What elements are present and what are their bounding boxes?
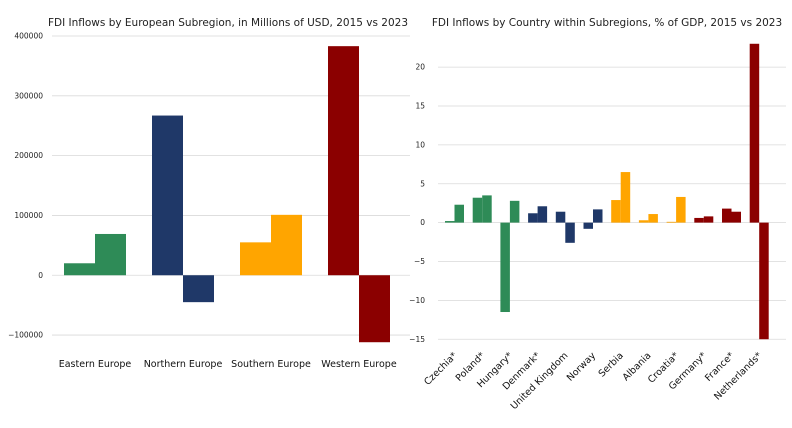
y-tick-label: 5 bbox=[420, 179, 425, 188]
subregion-chart-title: FDI Inflows by European Subregion, in Mi… bbox=[48, 17, 408, 29]
y-tick-label: 0 bbox=[38, 271, 43, 280]
x-category-label: Western Europe bbox=[321, 359, 397, 370]
bar-southern-europe-2015 bbox=[240, 242, 271, 276]
bar-northern-europe-2015 bbox=[152, 115, 183, 276]
x-category-label: Southern Europe bbox=[231, 359, 311, 370]
y-tick-label: 10 bbox=[415, 140, 425, 149]
bar-serbia-2023 bbox=[620, 172, 631, 223]
subregion-chart-y-axis: −100000 0 100000 200000 300000 400000 bbox=[8, 32, 43, 340]
y-tick-label: 100000 bbox=[14, 211, 43, 220]
bar-united-kingdom-2023 bbox=[565, 222, 575, 243]
bar-norway-2023 bbox=[593, 209, 603, 223]
bar-croatia-2023 bbox=[676, 196, 686, 223]
bar-france-2015 bbox=[722, 208, 732, 223]
y-tick-label: 300000 bbox=[14, 91, 43, 100]
bar-france-2023 bbox=[731, 211, 741, 223]
y-tick-label: 200000 bbox=[14, 151, 43, 160]
bar-western-europe-2023 bbox=[359, 275, 390, 343]
bar-netherlands-2015 bbox=[749, 43, 760, 223]
bar-serbia-2015 bbox=[611, 200, 621, 223]
country-chart-title: FDI Inflows by Country within Subregions… bbox=[432, 17, 782, 29]
bar-poland-2023 bbox=[482, 195, 492, 223]
bar-albania-2023 bbox=[648, 214, 658, 223]
y-tick-label: 400000 bbox=[14, 32, 43, 41]
bar-germany-2015 bbox=[694, 217, 704, 223]
bar-hungary-2015 bbox=[500, 222, 510, 313]
bar-hungary-2023 bbox=[509, 200, 520, 223]
bar-netherlands-2023 bbox=[759, 222, 769, 340]
x-category-label: Northern Europe bbox=[144, 359, 223, 370]
bar-czechia-2023 bbox=[454, 204, 464, 223]
bar-southern-europe-2023 bbox=[271, 214, 302, 276]
bar-czechia-2015 bbox=[445, 221, 455, 223]
subregion-chart-bars bbox=[64, 46, 390, 343]
y-tick-label: −15 bbox=[409, 335, 425, 344]
x-category-label: Eastern Europe bbox=[59, 359, 132, 370]
y-tick-label: −5 bbox=[414, 257, 425, 266]
bar-western-europe-2015 bbox=[328, 46, 359, 276]
bar-norway-2015 bbox=[583, 222, 593, 229]
y-tick-label: −10 bbox=[409, 296, 425, 305]
bar-eastern-europe-2015 bbox=[64, 263, 95, 276]
y-tick-label: 20 bbox=[415, 63, 425, 72]
bar-germany-2023 bbox=[703, 216, 714, 223]
y-tick-label: 15 bbox=[415, 102, 425, 111]
bar-northern-europe-2023 bbox=[183, 275, 214, 303]
y-tick-label: −100000 bbox=[8, 331, 43, 340]
country-chart-y-axis: −15 −10 −5 0 5 10 15 20 bbox=[409, 63, 425, 344]
subregion-chart: FDI Inflows by European Subregion, in Mi… bbox=[8, 17, 410, 370]
bar-albania-2015 bbox=[638, 220, 649, 223]
bar-eastern-europe-2023 bbox=[95, 233, 126, 276]
bar-united-kingdom-2015 bbox=[555, 211, 566, 223]
bar-denmark-2015 bbox=[528, 213, 538, 223]
y-tick-label: 0 bbox=[420, 218, 425, 227]
bar-denmark-2023 bbox=[537, 206, 548, 223]
subregion-chart-x-axis: Eastern Europe Northern Europe Southern Eu… bbox=[59, 359, 397, 370]
country-chart-grid bbox=[438, 66, 786, 340]
country-chart-bars bbox=[445, 43, 769, 340]
bar-poland-2015 bbox=[472, 197, 483, 223]
bar-croatia-2015 bbox=[666, 221, 677, 223]
